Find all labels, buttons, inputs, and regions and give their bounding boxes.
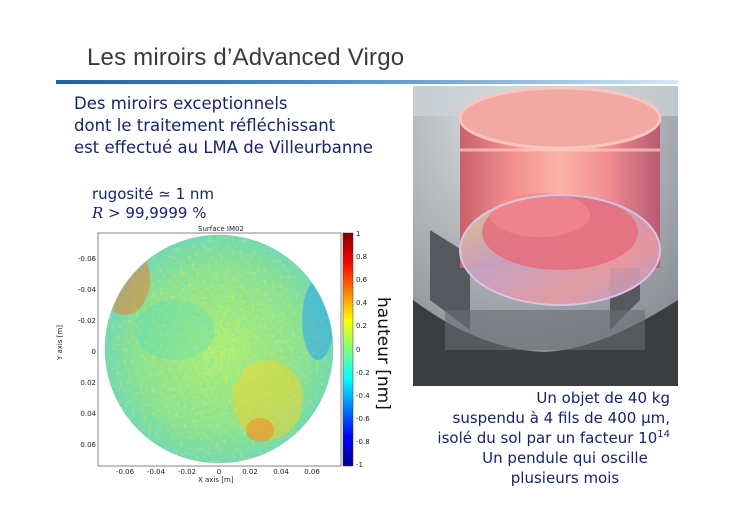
colorbar-tick-label: 0.6 [356,276,368,284]
caption-line: isolé du sol par un facteur 1014 [430,428,670,448]
colorbar-tick-label: 0.2 [356,322,367,330]
reflectivity-text: R > 99,9999 % [92,204,214,223]
caption-line: plusieurs mois [510,469,620,487]
surface-map-disk [105,235,333,463]
y-tick-label: -0.06 [78,255,97,263]
surface-map-yticks: -0.06 -0.04 -0.02 0 0.02 0.04 0.06 [78,255,97,449]
colorbar-tick-label: -0.4 [356,392,370,400]
surface-map-xticks: -0.06 -0.04 -0.02 0 0.02 0.04 0.06 [116,468,320,476]
x-tick-label: -0.06 [116,468,135,476]
x-tick-label: 0.06 [304,468,320,476]
surface-map-title: Surface IM02 [198,225,244,233]
x-tick-label: 0 [217,468,221,476]
intro-line: est effectué au LMA de Villeurbanne [74,138,373,157]
colorbar-ticks: 1 0.8 0.6 0.4 0.2 0 -0.2 -0.4 -0.6 -0.8 … [356,230,370,469]
mirror-metrics: rugosité ≃ 1 nm R > 99,9999 % [92,185,214,223]
colorbar-tick-label: 1 [356,230,360,238]
colorbar-tick-label: 0.8 [356,253,367,261]
roughness-text: rugosité ≃ 1 nm [92,185,214,203]
surface-map-xlabel: X axis [m] [198,476,234,484]
y-tick-label: 0.04 [80,410,96,418]
y-tick-label: -0.02 [78,317,96,325]
intro-line: Des miroirs exceptionnels [74,94,288,113]
y-tick-label: 0.02 [80,379,96,387]
caption-line: Un pendule qui oscille [482,449,648,467]
intro-text: Des miroirs exceptionnels dont le traite… [74,93,373,159]
y-tick-label: 0 [92,348,96,356]
caption-factor-text: isolé du sol par un facteur 10 [437,429,658,447]
colorbar-tick-label: -1 [356,461,363,469]
colorbar-tick-label: -0.8 [356,438,370,446]
caption-line: suspendu à 4 fils de 400 μm, [452,409,671,427]
x-tick-label: -0.02 [178,468,196,476]
y-tick-label: 0.06 [80,441,96,449]
colorbar-tick-label: 0.4 [356,299,368,307]
colorbar-tick-label: -0.6 [356,415,370,423]
colorbar [342,232,354,467]
x-tick-label: 0.04 [273,468,289,476]
caption-exponent: 14 [657,429,670,440]
reflectivity-value: > 99,9999 % [103,204,207,222]
mirror-photo [413,86,678,386]
slide-title: Les miroirs d’Advanced Virgo [87,44,405,71]
photo-caption: Un objet de 40 kg suspendu à 4 fils de 4… [430,388,670,488]
y-tick-label: -0.04 [78,286,97,294]
x-tick-label: -0.04 [147,468,166,476]
colorbar-label: hauteur [nm] [373,297,393,410]
reflectivity-symbol: R [92,204,104,222]
colorbar-tick-label: -0.2 [356,369,370,377]
caption-line: Un objet de 40 kg [536,389,670,407]
intro-line: dont le traitement réfléchissant [74,116,336,135]
x-tick-label: 0.02 [242,468,258,476]
colorbar-tick-label: 0 [356,346,360,354]
title-underline [56,80,678,84]
